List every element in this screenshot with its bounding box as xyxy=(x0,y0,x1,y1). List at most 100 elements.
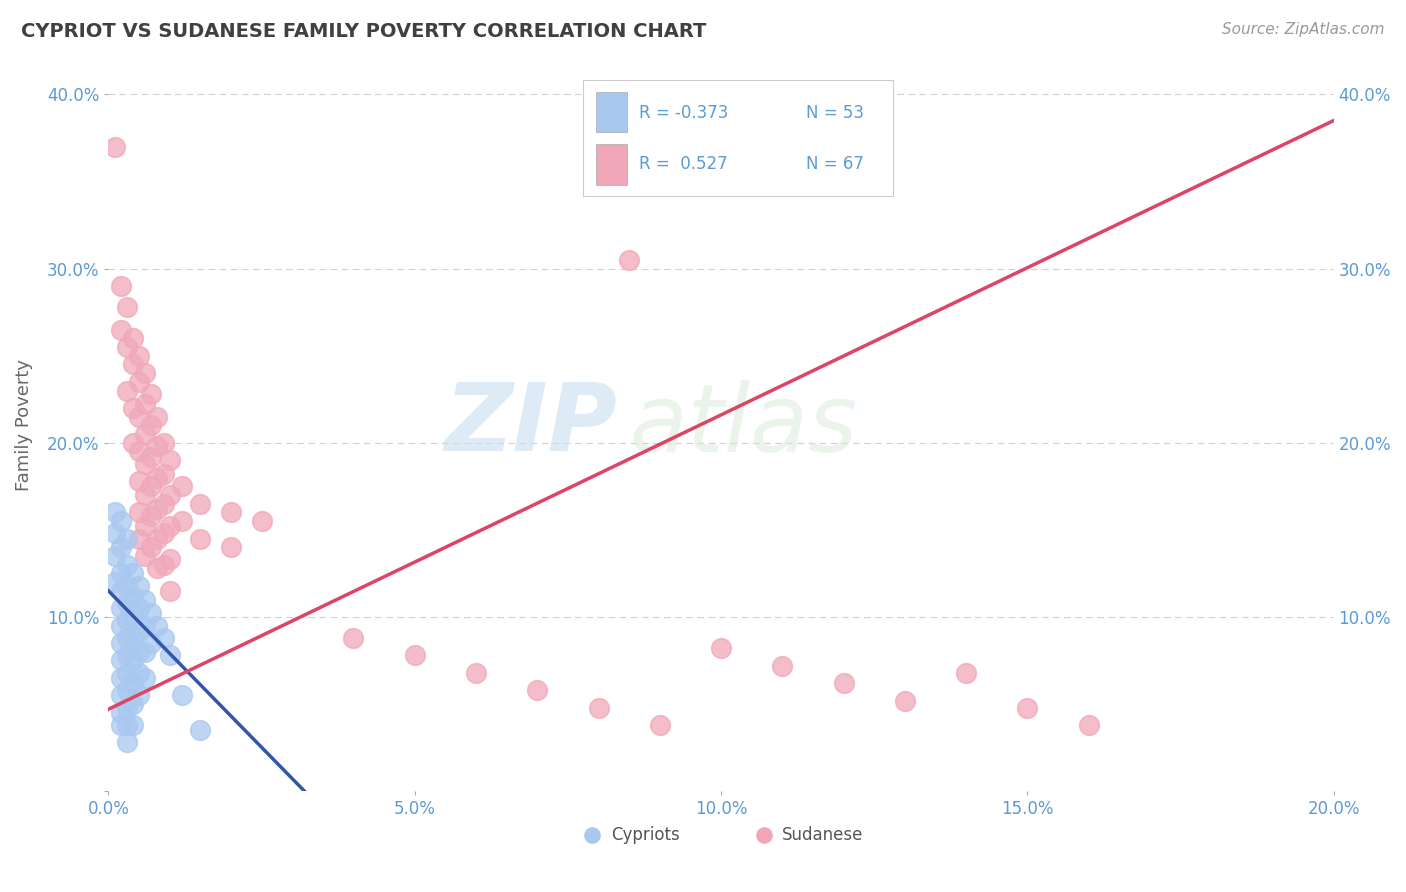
Point xyxy=(115,631,138,645)
Point xyxy=(170,689,193,703)
Point xyxy=(134,671,156,685)
Point xyxy=(128,409,150,424)
Point xyxy=(110,601,132,615)
Point xyxy=(159,519,181,533)
Point xyxy=(115,648,138,663)
Point xyxy=(110,583,132,598)
Point xyxy=(134,397,156,411)
Point xyxy=(128,624,150,638)
Point xyxy=(122,589,145,603)
Point xyxy=(122,358,145,372)
Point xyxy=(404,648,426,663)
Point xyxy=(134,457,156,471)
Point xyxy=(110,718,132,732)
Point xyxy=(103,139,125,153)
Text: ZIP: ZIP xyxy=(444,379,617,471)
Point xyxy=(122,653,145,667)
Point xyxy=(115,384,138,398)
Point xyxy=(1077,718,1099,732)
Point xyxy=(134,645,156,659)
Point xyxy=(128,601,150,615)
Point xyxy=(141,607,163,621)
Point xyxy=(122,718,145,732)
Point xyxy=(110,636,132,650)
Point xyxy=(152,558,174,572)
Point xyxy=(342,631,364,645)
Point xyxy=(152,526,174,541)
Point xyxy=(122,697,145,711)
Point xyxy=(250,514,273,528)
Point xyxy=(115,718,138,732)
Point xyxy=(110,322,132,336)
Point xyxy=(188,497,211,511)
Point xyxy=(134,427,156,442)
Point xyxy=(115,665,138,680)
Point xyxy=(955,665,977,680)
Point xyxy=(128,665,150,680)
Point xyxy=(141,508,163,523)
Text: N = 53: N = 53 xyxy=(806,103,865,121)
Point xyxy=(122,401,145,415)
Point xyxy=(141,418,163,433)
Point xyxy=(103,549,125,563)
Point xyxy=(110,653,132,667)
Point xyxy=(115,532,138,546)
Text: CYPRIOT VS SUDANESE FAMILY POVERTY CORRELATION CHART: CYPRIOT VS SUDANESE FAMILY POVERTY CORRE… xyxy=(21,22,706,41)
Point xyxy=(110,689,132,703)
Point xyxy=(526,683,548,698)
Point xyxy=(128,505,150,519)
Point xyxy=(115,683,138,698)
Point xyxy=(128,349,150,363)
Point xyxy=(103,505,125,519)
Point xyxy=(128,578,150,592)
Point xyxy=(170,479,193,493)
Point xyxy=(159,453,181,467)
Point xyxy=(128,645,150,659)
Text: R = -0.373: R = -0.373 xyxy=(640,103,728,121)
Point xyxy=(110,706,132,720)
Point xyxy=(141,541,163,555)
Bar xyxy=(596,92,627,132)
Point xyxy=(134,366,156,380)
Text: R =  0.527: R = 0.527 xyxy=(640,155,728,173)
Point xyxy=(648,718,671,732)
Point xyxy=(115,596,138,610)
Point xyxy=(134,618,156,632)
Text: Cypriots: Cypriots xyxy=(610,826,679,844)
Point xyxy=(188,532,211,546)
Point xyxy=(110,618,132,632)
Point xyxy=(128,444,150,458)
Point xyxy=(134,488,156,502)
Point xyxy=(115,614,138,628)
Point xyxy=(128,375,150,389)
Point xyxy=(134,592,156,607)
Text: Source: ZipAtlas.com: Source: ZipAtlas.com xyxy=(1222,22,1385,37)
Point xyxy=(110,514,132,528)
Point xyxy=(128,532,150,546)
Point xyxy=(122,676,145,690)
Point xyxy=(115,340,138,354)
Point xyxy=(159,552,181,566)
Point xyxy=(128,474,150,488)
Point xyxy=(146,502,169,516)
Point xyxy=(617,252,640,267)
Point xyxy=(146,470,169,484)
Point xyxy=(115,558,138,572)
Point xyxy=(128,689,150,703)
Point xyxy=(770,658,793,673)
Point xyxy=(465,665,488,680)
Point xyxy=(110,279,132,293)
Point xyxy=(141,387,163,401)
Text: atlas: atlas xyxy=(628,380,858,471)
Point xyxy=(122,435,145,450)
Point xyxy=(159,648,181,663)
Point xyxy=(134,519,156,533)
Y-axis label: Family Poverty: Family Poverty xyxy=(15,359,32,491)
Point xyxy=(146,561,169,575)
Point xyxy=(152,467,174,482)
Point xyxy=(115,578,138,592)
Point xyxy=(710,641,733,656)
Point xyxy=(170,514,193,528)
Point xyxy=(103,526,125,541)
Point xyxy=(103,575,125,590)
